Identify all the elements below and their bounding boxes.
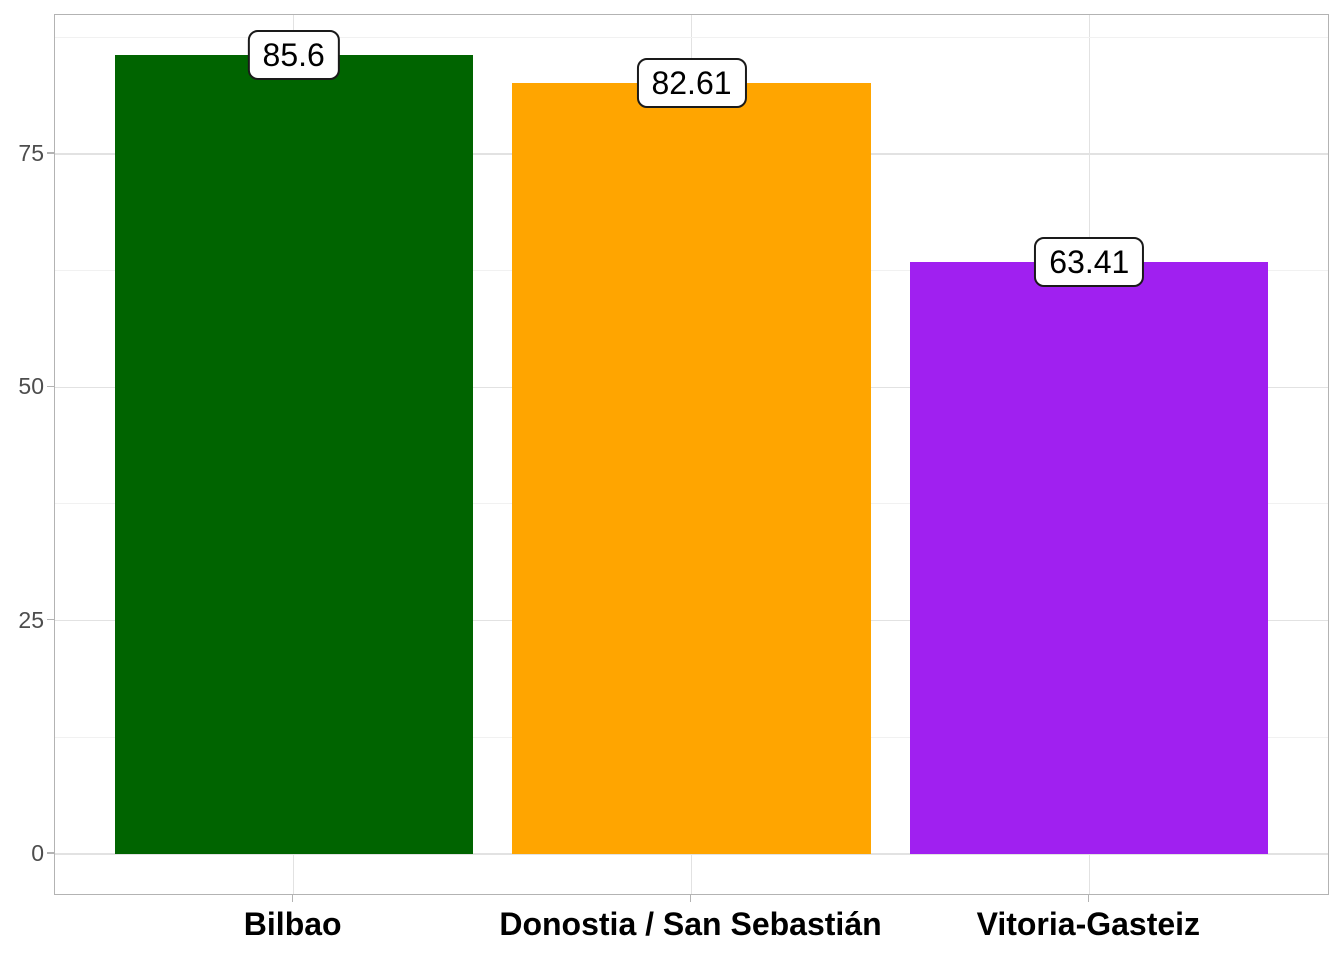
x-tick-mark (689, 894, 692, 902)
value-label-bilbao: 85.6 (247, 29, 340, 80)
bar-bilbao (114, 54, 473, 855)
bar-vitoria-gasteiz (910, 262, 1269, 855)
x-tick-label-donostia-san-sebastian: Donostia / San Sebastián (499, 906, 882, 942)
bar-donostia-san-sebastian (512, 82, 871, 855)
x-tick-mark (291, 894, 294, 902)
y-tick-label: 50 (18, 373, 44, 400)
y-tick-label: 0 (31, 840, 44, 867)
x-tick-mark (1087, 894, 1090, 902)
y-tick-label: 75 (18, 139, 44, 166)
gridline-horizontal-major (55, 853, 1328, 855)
y-tick-mark (47, 852, 54, 854)
plot-panel: 85.6 82.61 63.41 (54, 14, 1329, 895)
x-tick-label-bilbao: Bilbao (243, 906, 342, 942)
gridline-horizontal-minor (55, 36, 1328, 38)
x-tick-label-vitoria-gasteiz: Vitoria-Gasteiz (976, 906, 1201, 942)
y-tick-label: 25 (18, 606, 44, 633)
y-tick-mark (47, 152, 54, 154)
y-tick-mark (47, 385, 54, 388)
value-label-donostia-san-sebastian: 82.61 (636, 57, 747, 108)
value-label-vitoria-gasteiz: 63.41 (1034, 237, 1145, 288)
y-tick-mark (47, 618, 54, 621)
